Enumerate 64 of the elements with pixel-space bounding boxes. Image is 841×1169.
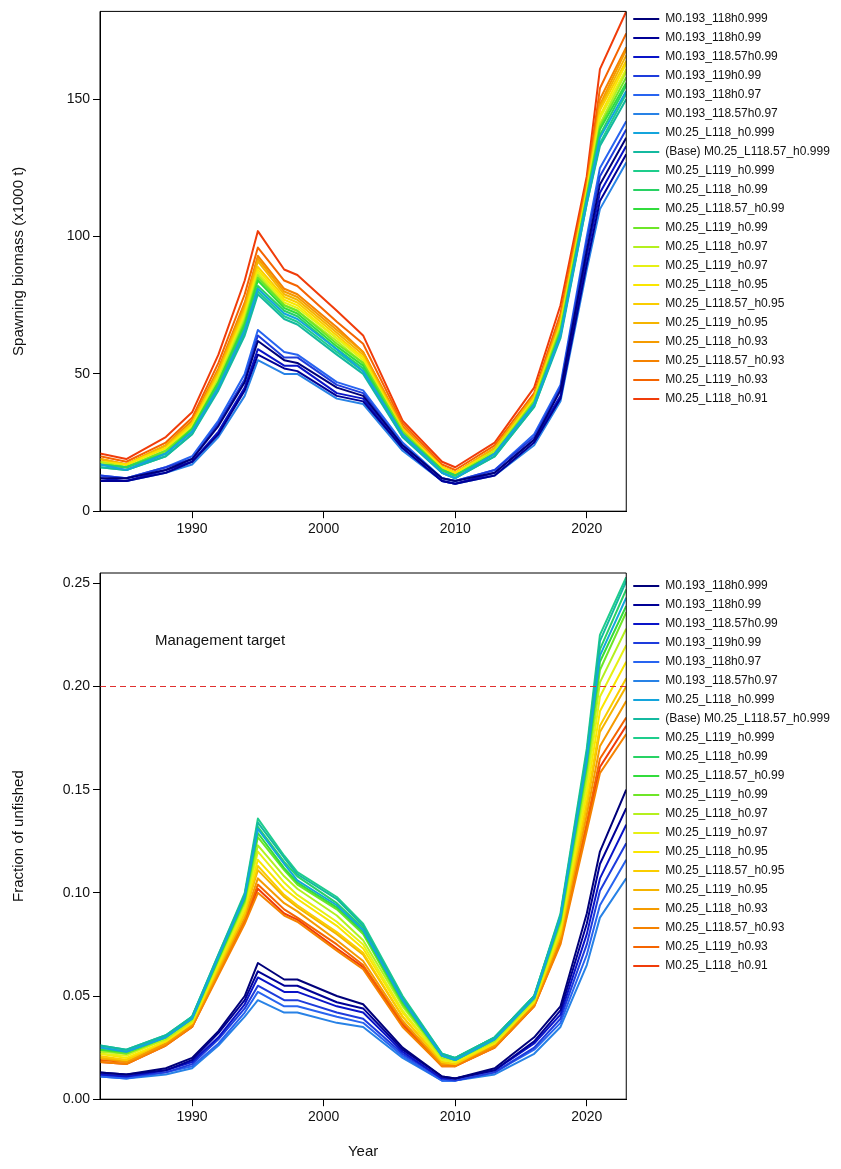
legend-label: M0.25_L119_h0.95 [665,882,769,897]
legend-label: M0.25_L119_h0.99 [665,220,769,235]
legend-label: M0.25_L119_h0.999 [665,163,775,178]
x-axis-title: Year [347,1142,379,1160]
y-tick-label: 0.05 [62,986,91,1003]
x-tick-label: 1990 [176,520,208,537]
legend-label: M0.25_L118_h0.93 [665,334,769,349]
legend-label: M0.25_L118_h0.97 [665,806,769,821]
legend-label: M0.25_L118_h0.93 [665,901,769,916]
y-tick-label: 0.00 [62,1090,91,1107]
legend-label: M0.25_L118_h0.99 [665,182,769,197]
legend-label: M0.25_L118_h0.999 [665,125,775,140]
legend-label: M0.25_L118_h0.999 [665,692,775,707]
legend-label: M0.25_L118.57_h0.95 [665,296,785,311]
y-tick-label: 0.15 [62,780,91,797]
y-tick-label: 0.25 [62,574,91,591]
legend-label: M0.193_118.57h0.97 [665,106,779,121]
legend-label: M0.25_L119_h0.93 [665,939,769,954]
x-tick-label: 2000 [308,520,340,537]
x-tick-label: 2000 [308,1108,340,1125]
legend-label: M0.25_L119_h0.97 [665,825,769,840]
legend-label: M0.193_118.57h0.97 [665,673,779,688]
legend-label: (Base) M0.25_L118.57_h0.999 [665,711,831,726]
legend-label: M0.25_L119_h0.99 [665,787,769,802]
legend-label: M0.193_118.57h0.99 [665,49,779,64]
y-tick-label: 0.10 [62,883,91,900]
legend-label: M0.193_118h0.99 [665,30,762,45]
y-axis-title: Fraction of unfished [9,770,27,902]
legend-label: M0.193_118.57h0.99 [665,616,779,631]
legend-label: M0.193_118h0.99 [665,597,762,612]
legend-label: M0.25_L118.57_h0.93 [665,353,785,368]
legend-label: M0.25_L118_h0.91 [665,958,769,973]
legend-label: M0.193_118h0.97 [665,87,762,102]
legend-label: M0.25_L119_h0.97 [665,258,769,273]
legend-label: M0.25_L118.57_h0.95 [665,863,785,878]
x-tick-label: 1990 [176,1108,208,1125]
x-tick-label: 2010 [439,520,471,537]
legend-label: M0.25_L118_h0.97 [665,239,769,254]
y-tick-label: 150 [66,90,91,107]
x-tick-label: 2020 [571,1108,603,1125]
legend-label: M0.25_L119_h0.999 [665,730,775,745]
y-axis-title: Spawning biomass (x1000 t) [9,166,27,356]
legend-label: M0.25_L118_h0.95 [665,277,769,292]
ref-line-label: Management target [155,631,286,649]
x-tick-label: 2010 [439,1108,471,1125]
y-tick-label: 100 [66,227,91,244]
legend-label: (Base) M0.25_L118.57_h0.999 [665,144,831,159]
legend-label: M0.25_L118_h0.99 [665,749,769,764]
legend-label: M0.25_L118.57_h0.99 [665,768,785,783]
legend-label: M0.193_118h0.97 [665,654,762,669]
y-tick-label: 0.20 [62,677,91,694]
legend-label: M0.25_L119_h0.95 [665,315,769,330]
legend-label: M0.193_119h0.99 [665,635,762,650]
y-tick-label: 0 [82,502,91,519]
legend-label: M0.193_118h0.999 [665,578,769,593]
legend-label: M0.193_119h0.99 [665,68,762,83]
legend-label: M0.25_L118_h0.95 [665,844,769,859]
y-tick-label: 50 [74,364,91,381]
legend-label: M0.25_L119_h0.93 [665,372,769,387]
legend-label: M0.25_L118.57_h0.93 [665,920,785,935]
legend-label: M0.25_L118.57_h0.99 [665,201,785,216]
legend-label: M0.25_L118_h0.91 [665,391,769,406]
x-tick-label: 2020 [571,520,603,537]
legend-label: M0.193_118h0.999 [665,11,769,26]
